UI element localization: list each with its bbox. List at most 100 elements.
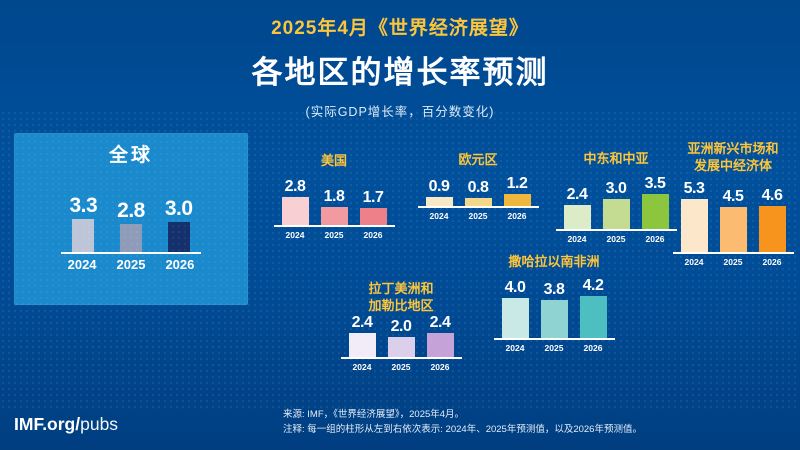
bar-2025 bbox=[602, 198, 630, 229]
bar-group: 4.5 bbox=[719, 187, 747, 252]
bar-2026 bbox=[579, 295, 607, 338]
bar-value-label: 2.8 bbox=[284, 177, 306, 195]
region-title-line: 欧元区 bbox=[458, 152, 498, 167]
source-note: 来源: IMF，《世界经济展望》，2025年4月。 bbox=[283, 409, 465, 420]
bar-value-label: 1.7 bbox=[362, 188, 384, 206]
bar-value-label: 1.2 bbox=[506, 174, 528, 192]
bar-value-label: 2.8 bbox=[117, 198, 145, 222]
year-axis: 2024 2025 2026 bbox=[494, 343, 615, 353]
bar-value-label: 3.5 bbox=[644, 174, 666, 192]
year-axis: 2024 2025 2026 bbox=[341, 362, 462, 372]
region-title-line: 撒哈拉以南非洲 bbox=[508, 254, 600, 269]
bar-group: 0.9 bbox=[425, 177, 453, 206]
bar-value-label: 0.9 bbox=[428, 177, 450, 195]
year-label: 2026 bbox=[363, 229, 383, 240]
bar-value-label: 5.3 bbox=[683, 179, 705, 197]
bar-2025 bbox=[320, 206, 348, 225]
year-label: 2024 bbox=[67, 256, 97, 272]
bar-value-label: 4.6 bbox=[761, 186, 783, 204]
bar-group: 0.8 bbox=[464, 178, 492, 206]
bar-group: 2.0 bbox=[387, 317, 415, 357]
year-label: 2024 bbox=[505, 342, 525, 353]
year-label: 2025 bbox=[116, 256, 146, 272]
bar-value-label: 2.0 bbox=[390, 317, 412, 335]
year-label: 2024 bbox=[352, 361, 372, 372]
bar-value-label: 3.8 bbox=[543, 280, 565, 298]
year-label: 2025 bbox=[606, 233, 626, 244]
chart-emerging-developing-asia: 亚洲新兴市场和 发展中经济体 5.3 4.5 4.6 2024 2025 2026 bbox=[666, 141, 800, 267]
bar-group: 1.8 bbox=[320, 187, 348, 225]
bar-group: 4.0 bbox=[501, 278, 529, 338]
year-label: 2024 bbox=[567, 233, 587, 244]
year-label: 2025 bbox=[324, 229, 344, 240]
bar-group: 2.8 bbox=[281, 177, 309, 225]
region-title: 欧元区 bbox=[458, 152, 497, 169]
bar-2025 bbox=[387, 336, 415, 357]
bar-2026 bbox=[359, 207, 387, 225]
bar-group: 4.6 bbox=[758, 186, 786, 252]
region-title: 全球 bbox=[109, 144, 153, 169]
year-label: 2025 bbox=[468, 210, 488, 221]
year-axis: 2024 2025 2026 bbox=[60, 257, 203, 272]
year-axis: 2024 2025 2026 bbox=[673, 257, 794, 267]
region-title: 撒哈拉以南非洲 bbox=[508, 254, 599, 271]
bar-2026 bbox=[503, 193, 531, 206]
bar-value-label: 0.8 bbox=[467, 178, 489, 196]
bar-chart: 4.0 3.8 4.2 bbox=[493, 277, 615, 340]
chart-sub-saharan-africa: 撒哈拉以南非洲 4.0 3.8 4.2 2024 2025 2026 bbox=[479, 254, 629, 353]
bar-group: 3.3 bbox=[69, 193, 98, 252]
bar-group: 2.4 bbox=[348, 313, 376, 357]
bar-group: 5.3 bbox=[680, 179, 708, 252]
year-label: 2026 bbox=[762, 256, 782, 267]
header: 2025年4月《世界经济展望》 各地区的增长率预测 (实际GDP增长率，百分数变… bbox=[0, 13, 800, 120]
bar-value-label: 4.0 bbox=[504, 278, 526, 296]
bar-2024 bbox=[348, 332, 376, 357]
bar-value-label: 2.4 bbox=[429, 313, 451, 331]
bar-2024 bbox=[72, 218, 95, 252]
bar-group: 3.0 bbox=[602, 180, 630, 229]
bar-value-label: 1.8 bbox=[323, 187, 345, 205]
year-axis: 2024 2025 2026 bbox=[556, 234, 677, 244]
bar-chart: 2.4 2.0 2.4 bbox=[340, 313, 462, 359]
bar-2025 bbox=[464, 197, 492, 206]
bar-group: 2.4 bbox=[426, 313, 454, 357]
region-title: 中东和中亚 bbox=[583, 151, 648, 168]
report-kicker: 2025年4月《世界经济展望》 bbox=[271, 18, 529, 39]
bar-chart: 0.9 0.8 1.2 bbox=[417, 174, 539, 208]
bar-2025 bbox=[119, 223, 142, 252]
bar-value-label: 3.3 bbox=[69, 193, 98, 217]
bar-chart: 5.3 4.5 4.6 bbox=[672, 179, 794, 254]
bar-value-label: 2.4 bbox=[566, 185, 588, 203]
year-label: 2026 bbox=[165, 256, 195, 272]
chart-euro-area: 欧元区 0.9 0.8 1.2 2024 2025 2026 bbox=[403, 152, 553, 221]
bar-2024 bbox=[281, 196, 309, 225]
year-label: 2026 bbox=[583, 342, 603, 353]
year-label: 2025 bbox=[544, 342, 564, 353]
region-title-line: 拉丁美洲和 bbox=[368, 281, 434, 296]
year-label: 2025 bbox=[391, 361, 411, 372]
region-title-line: 中东和中亚 bbox=[583, 151, 649, 166]
chart-middle-east-central-asia: 中东和中亚 2.4 3.0 3.5 2024 2025 2026 bbox=[541, 151, 691, 244]
page-subtitle: (实际GDP增长率，百分数变化) bbox=[305, 105, 495, 119]
footnotes: 来源: IMF，《世界经济展望》，2025年4月。 注释: 每一组的柱形从左到右… bbox=[283, 407, 642, 437]
bar-value-label: 2.4 bbox=[351, 313, 373, 331]
bar-chart: 3.3 2.8 3.0 bbox=[61, 193, 201, 254]
bar-group: 3.0 bbox=[165, 198, 193, 252]
bar-2026 bbox=[426, 332, 454, 357]
chart-latin-america-caribbean: 拉丁美洲和 加勒比地区 2.4 2.0 2.4 2024 2025 2026 bbox=[326, 281, 476, 372]
bar-2026 bbox=[758, 205, 786, 252]
bar-value-label: 4.5 bbox=[722, 187, 744, 205]
chart-usa: 美国 2.8 1.8 1.7 2024 2025 2026 bbox=[259, 153, 409, 240]
bar-group: 1.7 bbox=[359, 188, 387, 225]
region-title-line: 加勒比地区 bbox=[368, 297, 434, 313]
bar-chart: 2.4 3.0 3.5 bbox=[555, 174, 677, 231]
imf-pubs-wordmark: IMF.org/pubs bbox=[14, 414, 118, 435]
region-title: 拉丁美洲和 加勒比地区 bbox=[368, 281, 433, 315]
region-title-line: 全球 bbox=[108, 145, 153, 166]
bar-group: 2.4 bbox=[563, 185, 591, 229]
bar-2026 bbox=[641, 193, 669, 229]
bar-2024 bbox=[680, 198, 708, 252]
year-label: 2026 bbox=[507, 210, 527, 221]
year-axis: 2024 2025 2026 bbox=[274, 230, 395, 240]
